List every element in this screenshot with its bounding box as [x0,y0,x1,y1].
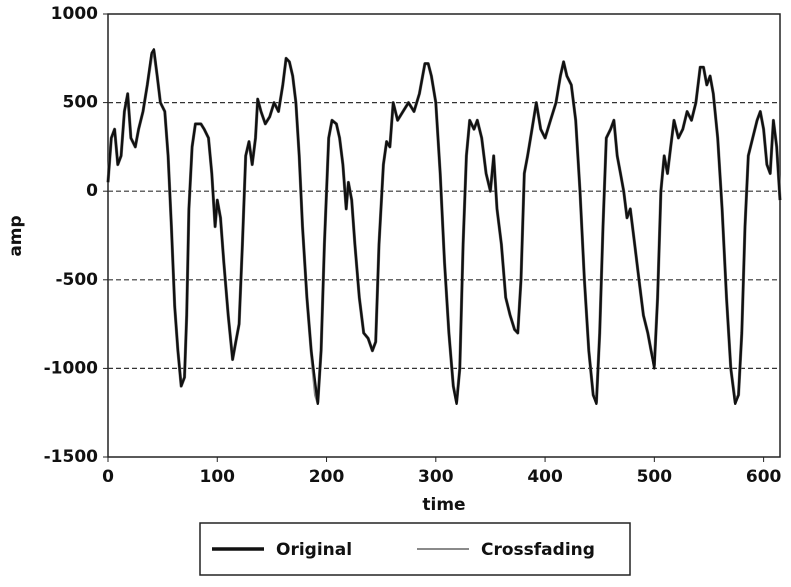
plot-frame [107,13,781,458]
x-tick-label: 600 [746,467,782,487]
x-axis-label: time [422,495,465,515]
series-line [106,49,782,404]
legend-label: Crossfading [481,540,595,560]
x-tick-label: 500 [637,467,673,487]
y-tick-label: -500 [55,270,98,290]
x-tick-label: 300 [418,467,454,487]
x-tick-label: 200 [309,467,345,487]
y-tick-label: -1500 [44,447,99,467]
legend-box [199,522,631,576]
y-tick-label: -1000 [44,358,99,378]
series-line [106,48,782,405]
legend: Original Crossfading [212,540,595,560]
x-tick-label: 100 [200,467,236,487]
x-tick-label: 400 [527,467,563,487]
y-tick-label: 1000 [51,4,98,24]
y-tick-label: 0 [86,181,98,201]
y-tick-label: 500 [63,93,99,113]
legend-label: Original [276,540,352,560]
x-tick-label: 0 [102,467,114,487]
y-axis-label: amp [6,215,26,256]
